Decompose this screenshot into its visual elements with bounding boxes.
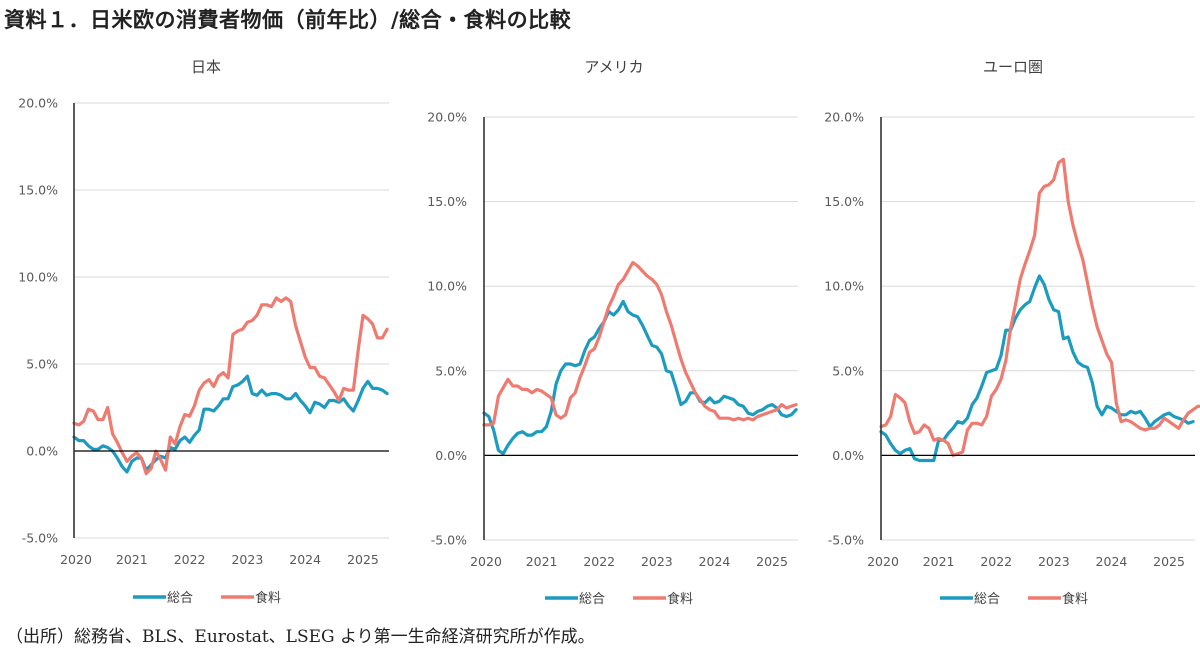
y-tick-label: -5.0% bbox=[828, 533, 864, 548]
x-tick-label: 2022 bbox=[980, 554, 1012, 569]
x-tick-label: 2023 bbox=[641, 554, 673, 569]
series-line-food bbox=[879, 157, 1200, 457]
y-tick-label: 10.0% bbox=[824, 279, 864, 294]
y-tick-label: 15.0% bbox=[824, 194, 864, 209]
x-tick-label: 2023 bbox=[1038, 554, 1070, 569]
y-tick-label: 5.0% bbox=[26, 357, 58, 372]
y-tick-label: 10.0% bbox=[18, 270, 58, 285]
series-line-headline bbox=[879, 274, 1195, 463]
x-tick-label: 2024 bbox=[289, 552, 321, 567]
x-tick-label: 2024 bbox=[1096, 554, 1128, 569]
y-tick-label: 20.0% bbox=[18, 96, 58, 111]
x-tick-label: 2021 bbox=[526, 554, 558, 569]
y-tick-label: -5.0% bbox=[431, 533, 467, 548]
series-line-headline bbox=[482, 299, 798, 456]
x-tick-label: 2020 bbox=[867, 554, 899, 569]
chart-title: ユーロ圏 bbox=[983, 58, 1043, 76]
y-tick-label: 20.0% bbox=[824, 110, 864, 125]
source-note: （出所）総務省、BLS、Eurostat、LSEG より第一生命経済研究所が作成… bbox=[6, 627, 595, 647]
y-tick-label: 0.0% bbox=[435, 448, 467, 463]
y-tick-label: 0.0% bbox=[26, 444, 58, 459]
x-tick-label: 2020 bbox=[470, 554, 502, 569]
x-tick-label: 2022 bbox=[583, 554, 615, 569]
chart-title: アメリカ bbox=[584, 58, 643, 76]
series-line-food bbox=[72, 296, 389, 476]
x-tick-label: 2020 bbox=[60, 552, 92, 567]
legend-label: 総合 bbox=[579, 592, 605, 607]
chart-usa: アメリカ 20.0% 15.0% 10.0% 5.0% 0.0% -5.0%2020 2021… bbox=[427, 58, 798, 607]
legend-label: 食料 bbox=[1062, 591, 1088, 607]
y-tick-label: 5.0% bbox=[832, 363, 864, 378]
page-title: 資料１．日米欧の消費者物価（前年比）/総合・食料の比較 bbox=[4, 8, 572, 32]
x-tick-label: 2025 bbox=[347, 552, 379, 567]
x-tick-label: 2021 bbox=[923, 554, 955, 569]
legend-label: 食料 bbox=[667, 591, 693, 607]
series-line-headline bbox=[72, 374, 389, 474]
x-tick-label: 2021 bbox=[116, 552, 148, 567]
chart-euro: ユーロ圏 20.0% 15.0% 10.0% 5.0% 0.0% -5.0%2020 2021… bbox=[824, 58, 1200, 607]
y-tick-label: 5.0% bbox=[435, 363, 467, 378]
x-tick-label: 2023 bbox=[231, 552, 263, 567]
y-tick-label: 10.0% bbox=[427, 279, 467, 294]
y-tick-label: 15.0% bbox=[18, 183, 58, 198]
y-tick-label: 15.0% bbox=[427, 194, 467, 209]
y-tick-label: 20.0% bbox=[427, 110, 467, 125]
x-tick-label: 2022 bbox=[174, 552, 206, 567]
y-tick-label: 0.0% bbox=[832, 448, 864, 463]
x-tick-label: 2024 bbox=[699, 554, 731, 569]
legend-label: 総合 bbox=[974, 592, 1000, 607]
legend-label: 総合 bbox=[167, 591, 193, 606]
chart-title: 日本 bbox=[191, 58, 221, 76]
series-line-food bbox=[482, 260, 798, 427]
x-tick-label: 2025 bbox=[1153, 554, 1185, 569]
x-tick-label: 2025 bbox=[756, 554, 788, 569]
chart-japan: 日本 20.0% 15.0% 10.0% 5.0% 0.0% -5.0%2020 2021 20… bbox=[18, 58, 389, 606]
legend-label: 食料 bbox=[255, 590, 281, 606]
y-tick-label: -5.0% bbox=[22, 531, 58, 546]
